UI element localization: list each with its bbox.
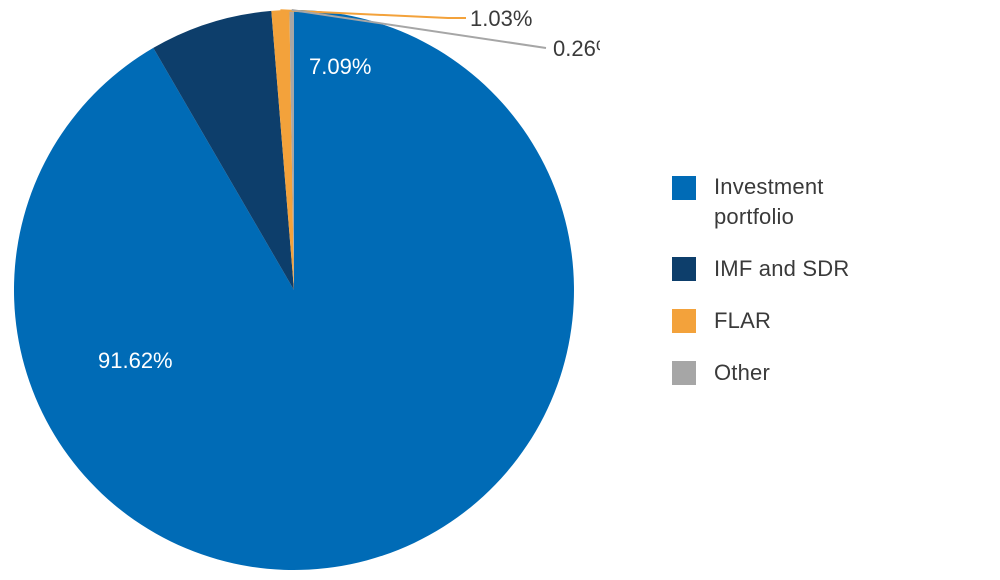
legend-item-imf-and-sdr: IMF and SDR (672, 254, 972, 284)
leader-line-flar (280, 9, 466, 19)
legend-label-other: Other (714, 360, 771, 385)
data-label-investment-portfolio: 91.62% (98, 348, 173, 373)
legend-swatch-investment-portfolio (672, 176, 696, 200)
legend-label-investment-portfolio: Investment portfolio (714, 174, 824, 229)
legend-swatch-other (672, 361, 696, 385)
pie-slice-imf-and-sdr (153, 10, 294, 290)
data-label-other: 0.26% (553, 36, 600, 61)
leader-line-other (291, 9, 547, 49)
legend-swatch-imf-and-sdr (672, 257, 696, 281)
legend-swatch-flar (672, 309, 696, 333)
data-label-imf-and-sdr: 7.09% (309, 54, 371, 79)
legend-item-flar: FLAR (672, 306, 972, 336)
legend-label-flar: FLAR (714, 308, 772, 333)
data-label-flar: 1.03% (470, 6, 532, 31)
legend: Investment portfolio IMF and SDR FLAR Ot… (672, 172, 972, 410)
pie-chart: 91.62% 7.09% 1.03% 0.26% (13, 6, 600, 570)
pie-slice-investment-portfolio (13, 10, 574, 570)
legend-label-imf-and-sdr: IMF and SDR (714, 256, 850, 281)
legend-item-other: Other (672, 358, 972, 388)
pie-slice-flar (271, 10, 294, 290)
legend-item-investment-portfolio: Investment portfolio (672, 172, 972, 232)
pie-slice-other (289, 10, 294, 290)
